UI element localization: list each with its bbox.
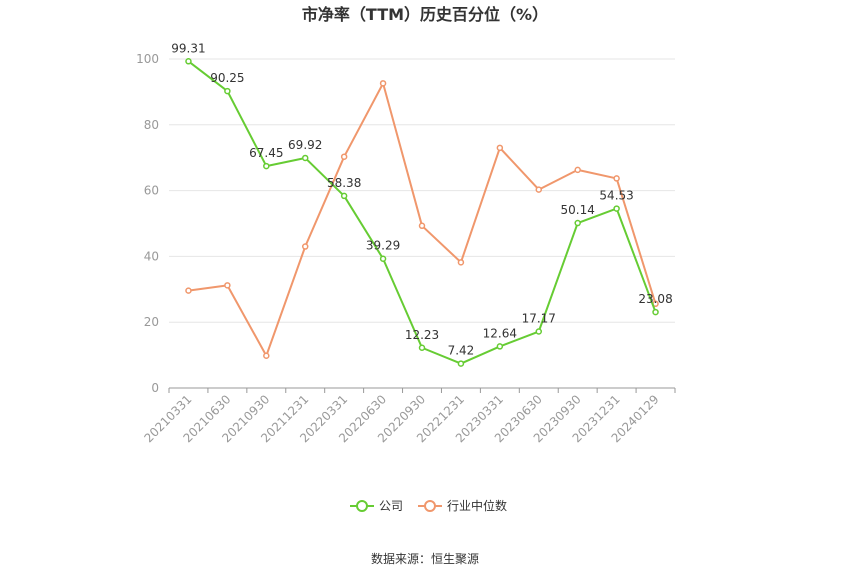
series-point-1[interactable] <box>613 175 620 182</box>
chart-title: 市净率（TTM）历史百分位（%） <box>302 5 548 24</box>
series-point-0[interactable] <box>574 219 581 227</box>
grid <box>169 58 675 323</box>
data-label: 17.17 <box>522 312 556 326</box>
data-label: 23.08 <box>638 292 672 306</box>
data-label: 12.64 <box>483 326 517 340</box>
series-point-1[interactable] <box>224 282 231 289</box>
series-point-0[interactable] <box>340 192 348 200</box>
series-point-1[interactable] <box>340 153 348 160</box>
series-point-0[interactable] <box>379 255 387 262</box>
y-tick-label: 100 <box>136 52 159 66</box>
y-tick-label: 80 <box>144 118 159 132</box>
y-tick-label: 20 <box>144 315 159 329</box>
series-point-1[interactable] <box>418 222 426 230</box>
data-label: 54.53 <box>599 189 633 203</box>
series-point-1[interactable] <box>379 80 387 87</box>
data-label: 12.23 <box>405 328 439 342</box>
data-label: 67.45 <box>249 146 283 160</box>
legend-label[interactable]: 公司 <box>379 499 403 513</box>
series-point-1[interactable] <box>574 166 581 174</box>
data-label: 99.31 <box>171 41 205 55</box>
data-labels: 99.31 90.25 67.45 69.92 58.38 39.29 12.23 7.42 1… <box>171 41 672 357</box>
legend-label[interactable]: 行业中位数 <box>447 498 507 513</box>
series-point-0[interactable] <box>652 308 659 316</box>
series-point-1[interactable] <box>263 352 270 360</box>
series-point-0[interactable] <box>457 360 465 367</box>
series-point-0[interactable] <box>263 162 270 170</box>
x-axis: 2021033120210630202109302021123120220331… <box>141 387 676 445</box>
series-point-0[interactable] <box>535 328 543 335</box>
series-point-1[interactable] <box>185 287 192 294</box>
y-tick-label: 0 <box>151 381 159 395</box>
legend[interactable]: 公司 行业中位数 <box>350 498 507 513</box>
y-tick-label: 40 <box>144 249 159 263</box>
data-label: 7.42 <box>448 344 475 358</box>
data-label: 69.92 <box>288 138 322 152</box>
series-point-1[interactable] <box>535 186 543 193</box>
series-point-0[interactable] <box>613 205 620 212</box>
data-label: 90.25 <box>210 71 244 85</box>
data-label: 58.38 <box>327 176 361 190</box>
data-label: 39.29 <box>366 239 400 253</box>
series-point-1[interactable] <box>301 243 309 250</box>
source-note: 数据来源：恒生聚源 <box>371 551 479 566</box>
series-group <box>185 58 659 367</box>
y-tick-label: 60 <box>144 184 159 198</box>
series-point-0[interactable] <box>418 344 426 352</box>
legend-swatch-marker <box>424 500 436 512</box>
legend-swatch-marker <box>356 500 368 512</box>
series-point-1[interactable] <box>496 144 504 152</box>
series-point-0[interactable] <box>224 87 231 95</box>
series-point-1[interactable] <box>457 259 465 266</box>
y-axis: 0 20 40 60 80 100 <box>136 52 159 395</box>
series-point-0[interactable] <box>185 58 192 65</box>
data-label: 50.14 <box>561 203 595 217</box>
series-point-0[interactable] <box>496 343 504 350</box>
series-point-0[interactable] <box>301 154 309 162</box>
